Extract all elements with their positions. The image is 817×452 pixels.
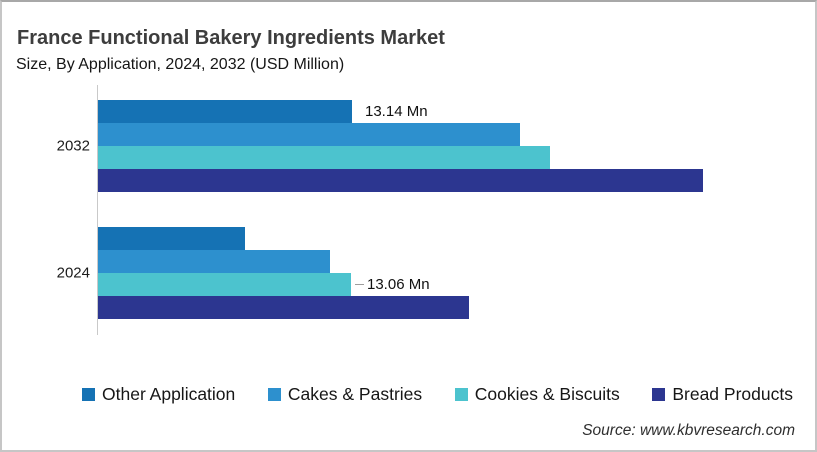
legend-swatch-icon xyxy=(82,388,95,401)
bar-2024-cakes-pastries xyxy=(98,250,797,273)
legend-swatch-icon xyxy=(267,388,281,401)
source-credit: Source: www.kbvresearch.com xyxy=(582,422,795,439)
bar-2024-cookies-biscuits: 13.06 Mn xyxy=(98,273,797,296)
leader-line xyxy=(355,284,364,285)
data-label-2032-other-application: 13.14 Mn xyxy=(365,103,428,120)
chart-title: France Functional Bakery Ingredients Mar… xyxy=(17,27,445,49)
legend-item-bread-products: Bread Products xyxy=(652,384,793,405)
y-axis-label-2032: 2032 xyxy=(56,137,90,155)
bar-fill-other-application xyxy=(98,227,245,250)
bar-fill-cookies-biscuits xyxy=(98,273,351,296)
legend-swatch-icon xyxy=(454,388,468,401)
bars-2024: 13.06 Mn xyxy=(98,227,797,319)
bar-group-2032: 2032 13.14 Mn xyxy=(57,100,797,192)
legend-label: Other Application xyxy=(102,384,236,404)
bar-2024-bread-products xyxy=(98,296,797,319)
legend-label: Cakes & Pastries xyxy=(287,384,423,404)
bar-fill-cakes-pastries xyxy=(98,250,330,273)
plot-area: 2032 13.14 Mn 2024 13.06 Mn xyxy=(57,85,797,335)
bar-fill-bread-products xyxy=(98,296,469,319)
legend-item-other-application: Other Application xyxy=(82,384,235,405)
legend-item-cookies-biscuits: Cookies & Biscuits xyxy=(454,384,620,405)
data-label-2024-cookies-biscuits: 13.06 Mn xyxy=(367,276,430,293)
bar-fill-cakes-pastries xyxy=(98,123,520,146)
bar-2032-other-application: 13.14 Mn xyxy=(98,100,797,123)
bar-2032-bread-products xyxy=(98,169,797,192)
legend-item-cakes-pastries: Cakes & Pastries xyxy=(267,384,423,405)
legend-swatch-icon xyxy=(652,388,666,401)
legend-label: Cookies & Biscuits xyxy=(474,384,620,404)
legend-label: Bread Products xyxy=(672,384,793,404)
bar-fill-other-application xyxy=(98,100,352,123)
bar-2032-cakes-pastries xyxy=(98,123,797,146)
bar-2024-other-application xyxy=(98,227,797,250)
legend: Other Application Cakes & Pastries Cookies… xyxy=(82,384,793,405)
chart-subtitle: Size, By Application, 2024, 2032 (USD Mi… xyxy=(16,56,345,73)
y-axis-label-2024: 2024 xyxy=(56,264,90,282)
bar-group-2024: 2024 13.06 Mn xyxy=(57,227,797,319)
bars-2032: 13.14 Mn xyxy=(98,100,797,192)
bar-2032-cookies-biscuits xyxy=(98,146,797,169)
bar-fill-bread-products xyxy=(98,169,703,192)
bar-fill-cookies-biscuits xyxy=(98,146,550,169)
